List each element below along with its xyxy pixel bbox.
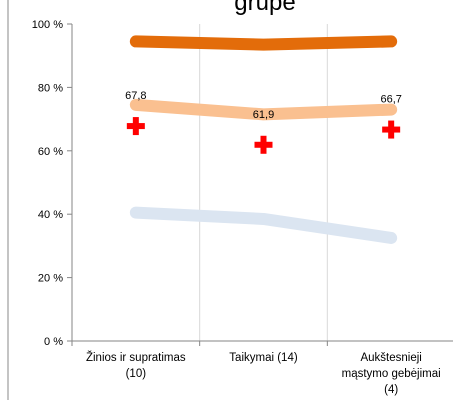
y-tick-label: 60 % <box>38 146 63 158</box>
cross-bar-vertical <box>260 135 267 154</box>
x-tick-label: mąstymo gebėjimai <box>342 368 441 380</box>
cross-bar-vertical <box>132 117 139 136</box>
y-tick-label: 80 % <box>38 82 63 94</box>
data-label: 66,7 <box>380 94 401 106</box>
data-label: 67,8 <box>125 90 146 102</box>
x-tick-label: Žinios ir supratimas <box>86 351 186 364</box>
data-point-cross <box>382 120 401 139</box>
data-point-cross <box>126 117 145 136</box>
y-tick-label: 20 % <box>38 273 63 285</box>
x-tick-label: Taikymai (14) <box>229 352 298 364</box>
chart-title: grupė <box>234 0 295 16</box>
y-tick-label: 100 % <box>32 19 63 31</box>
x-tick-label: (4) <box>384 384 398 396</box>
series-line-1 <box>129 35 398 51</box>
y-tick-label: 0 % <box>44 336 63 348</box>
series-line-3 <box>129 206 398 244</box>
cross-bar-vertical <box>388 120 395 139</box>
y-tick-label: 40 % <box>38 209 63 221</box>
data-point-cross <box>254 135 273 154</box>
series-line-2 <box>129 98 398 121</box>
x-tick-label: Aukštesnieji <box>360 352 421 364</box>
x-tick-label: (10) <box>126 368 147 380</box>
data-label: 61,9 <box>253 109 274 121</box>
